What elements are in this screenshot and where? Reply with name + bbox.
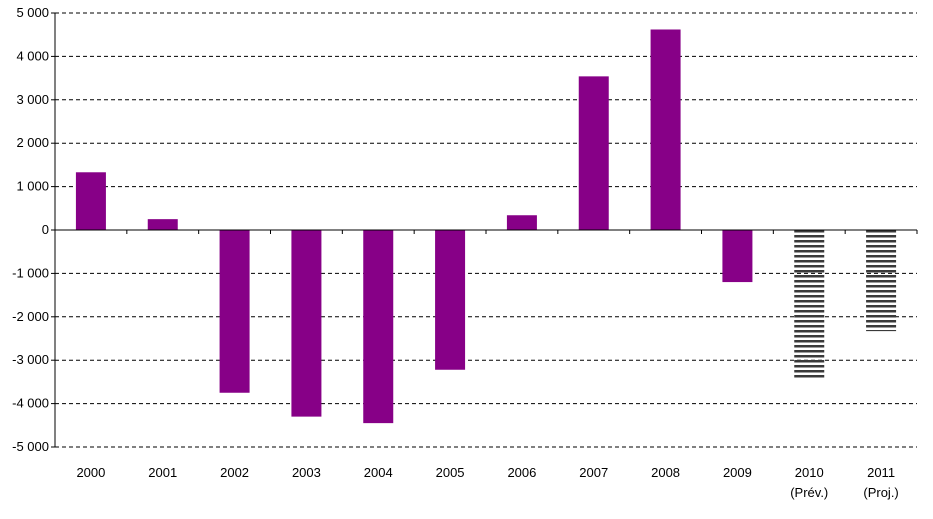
bars: [75, 29, 897, 424]
bar-2000: [75, 172, 106, 230]
x-tick-label: 2000: [76, 465, 105, 480]
x-tick-label: 2004: [364, 465, 393, 480]
bar-2007: [578, 76, 609, 230]
y-tick-label: -3 000: [12, 352, 49, 367]
y-tick-label: 5 000: [16, 5, 49, 20]
x-tick-label: 2003: [292, 465, 321, 480]
y-tick-labels: 5 000 4 000 3 000 2 000 1 000 0 -1 000 -2 000 -3…: [12, 5, 55, 454]
y-tick-label: 2 000: [16, 135, 49, 150]
y-tick-label: 4 000: [16, 48, 49, 63]
x-tick-sublabel: (Proj.): [863, 485, 898, 500]
y-tick-label: 1 000: [16, 179, 49, 194]
y-tick-label: 3 000: [16, 92, 49, 107]
x-tick-sublabel: (Prév.): [790, 485, 828, 500]
x-tick-label: 2001: [148, 465, 177, 480]
y-tick-label: 0: [42, 222, 49, 237]
bar-2001: [147, 219, 178, 230]
bar-2005: [435, 230, 466, 370]
x-tick-labels: 2000 2001 2002 2003 2004 2005 2006 2007 2008 2009…: [76, 465, 898, 500]
bar-2010: [794, 230, 825, 378]
gridlines: [55, 12, 917, 448]
bar-2004: [363, 230, 394, 424]
x-tick-label: 2002: [220, 465, 249, 480]
x-tick-label: 2008: [651, 465, 680, 480]
x-tick-label: 2011: [867, 465, 895, 480]
bar-2002: [219, 230, 250, 393]
bar-2006: [506, 215, 537, 230]
bar-2009: [722, 230, 753, 283]
x-tick-label: 2005: [436, 465, 465, 480]
x-tick-label: 2007: [579, 465, 608, 480]
y-tick-label: -4 000: [12, 396, 49, 411]
axes: [54, 13, 918, 447]
bar-2008: [650, 29, 681, 230]
y-tick-label: -5 000: [12, 439, 49, 454]
y-tick-label: -1 000: [12, 265, 49, 280]
bar-2003: [291, 230, 322, 417]
bar-2011: [866, 230, 897, 332]
x-tick-label: 2010: [795, 465, 824, 480]
x-tick-label: 2006: [507, 465, 536, 480]
y-tick-label: -2 000: [12, 309, 49, 324]
x-tick-label: 2009: [723, 465, 752, 480]
